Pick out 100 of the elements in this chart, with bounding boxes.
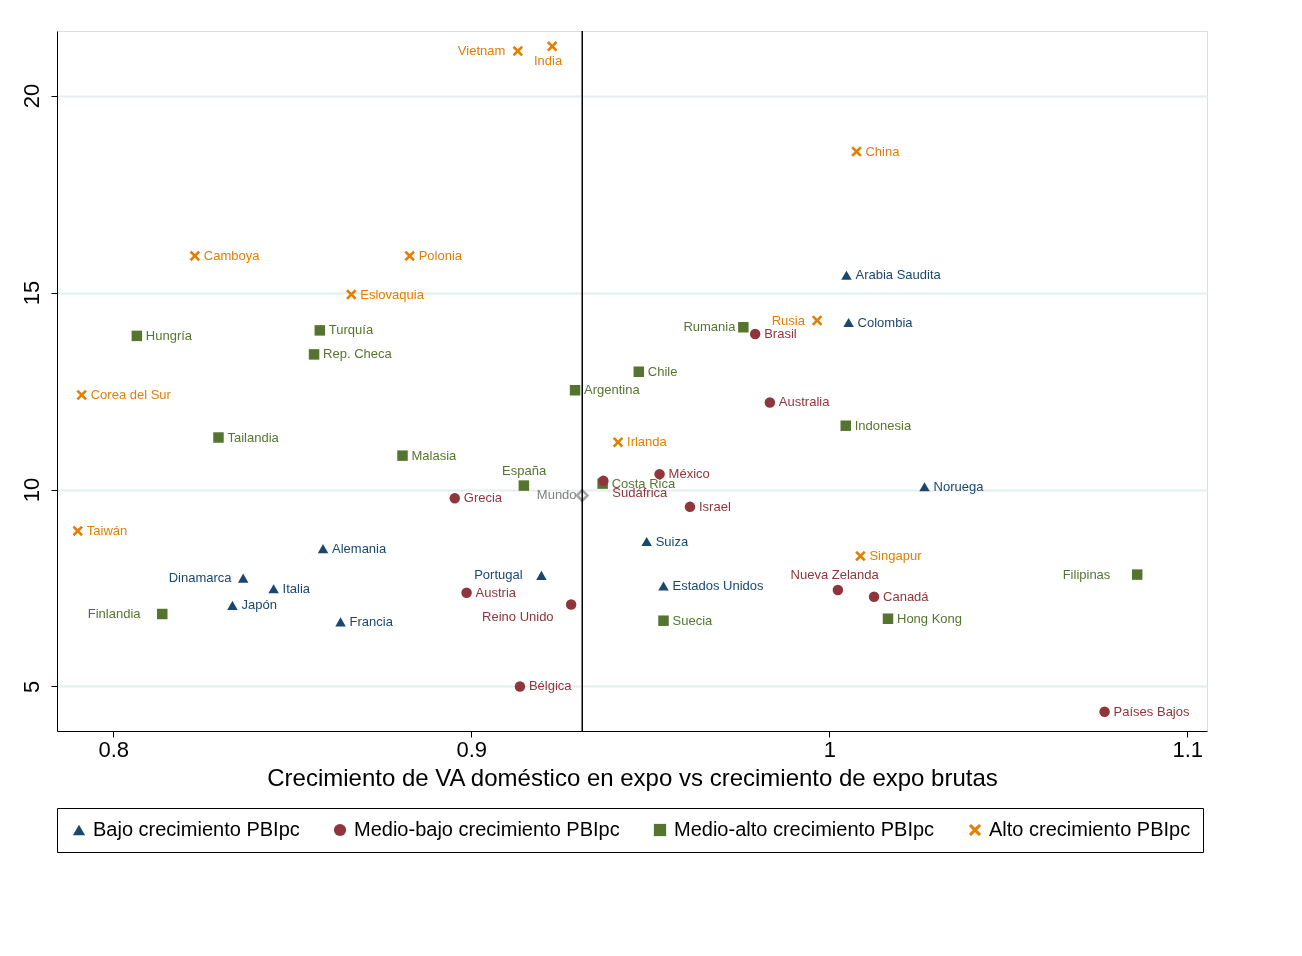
y-tick-label: 5	[18, 680, 44, 694]
annotation: Países Bajos	[1113, 703, 1190, 719]
annotation: Austria	[475, 584, 517, 600]
annotation: Turquía	[328, 322, 374, 338]
annotation: Bélgica	[528, 678, 573, 694]
annotation: Brasil	[764, 325, 797, 341]
point	[843, 317, 854, 328]
annotation: Argentina	[584, 382, 641, 398]
point	[227, 600, 238, 610]
annotation: Francia	[349, 613, 394, 629]
point	[633, 366, 645, 377]
point	[518, 480, 530, 491]
annotation: Eslovaquia	[360, 286, 425, 302]
legend-label: Medio-alto crecimiento PBIpc	[674, 818, 935, 840]
point	[738, 321, 749, 333]
annotation: Nueva Zelanda	[790, 566, 880, 582]
point	[157, 608, 168, 620]
annotation: Taiwán	[86, 522, 128, 538]
point	[404, 250, 415, 262]
annotation: Colombia	[857, 314, 914, 330]
annotation: Suiza	[655, 533, 689, 549]
annotation: Portugal	[474, 567, 523, 583]
point	[654, 468, 665, 480]
annotation: Vietnam	[457, 43, 506, 59]
x-tick-label: 0.9	[456, 736, 488, 762]
annotation: Polonia	[418, 247, 463, 263]
annotation: Irlanda	[627, 434, 668, 450]
annotation: Italia	[282, 580, 311, 596]
annotation: España	[502, 462, 547, 478]
annotation: Chile	[647, 363, 678, 379]
annotation: Filipinas	[1062, 566, 1111, 582]
x-axis-title: Crecimiento de VA doméstico en expo vs crecimiento de expo brutas	[267, 763, 998, 791]
point	[189, 250, 201, 262]
point	[612, 437, 624, 448]
point	[840, 420, 851, 431]
annotation: Suecia	[672, 612, 714, 628]
point	[461, 587, 472, 598]
annotation: China	[865, 143, 901, 159]
annotation: Rusia	[771, 312, 806, 328]
point	[855, 550, 866, 562]
point	[335, 617, 346, 627]
point	[131, 330, 143, 342]
point	[919, 482, 930, 492]
point	[811, 315, 823, 326]
point	[546, 41, 558, 52]
annotation: Corea del Sur	[90, 386, 172, 402]
point	[268, 584, 279, 594]
point	[658, 615, 669, 626]
point	[308, 349, 320, 360]
point	[749, 328, 761, 340]
point	[397, 450, 408, 461]
point	[317, 544, 329, 554]
legend-label: Medio-bajo crecimiento PBIpc	[354, 818, 620, 840]
point	[72, 525, 84, 537]
x-tick-label: 0.8	[98, 736, 130, 762]
annotation: Mundo	[536, 487, 577, 503]
point	[76, 389, 87, 401]
point	[684, 501, 696, 513]
annotation: Canadá	[883, 588, 930, 604]
annotation: Israel	[699, 498, 731, 514]
annotation: India	[533, 53, 563, 69]
point	[841, 270, 852, 280]
annotation: Tailandia	[227, 429, 280, 445]
point	[882, 613, 894, 624]
annotation: Camboya	[203, 247, 261, 263]
point	[512, 45, 524, 57]
point	[569, 385, 581, 396]
point	[764, 397, 776, 408]
y-tick-label: 10	[18, 477, 44, 503]
y-tick-label: 20	[18, 83, 44, 109]
annotation: Finlandia	[87, 606, 142, 622]
point	[213, 432, 224, 443]
x-tick-label: 1	[823, 736, 836, 762]
annotation: Grecia	[463, 490, 503, 506]
annotation: Rep. Checa	[323, 346, 393, 362]
annotation: Rumania	[683, 319, 737, 335]
annotation: Japón	[241, 597, 277, 613]
point	[832, 584, 844, 596]
annotation: Australia	[778, 394, 831, 410]
point	[514, 681, 526, 692]
annotation: Hungría	[145, 327, 193, 343]
y-tick-label: 15	[18, 280, 44, 306]
point	[1099, 706, 1110, 717]
point	[641, 536, 652, 547]
annotation: Arabia Saudita	[855, 267, 942, 283]
point	[1131, 569, 1143, 580]
annotation: Alemania	[332, 540, 387, 556]
point	[314, 325, 326, 336]
annotation: Malasia	[411, 447, 458, 463]
annotation: Estados Unidos	[672, 578, 765, 594]
point	[565, 599, 577, 610]
annotation: Noruega	[933, 478, 985, 494]
x-tick-label: 1.1	[1172, 736, 1204, 762]
annotation: Reino Unido	[482, 608, 554, 624]
annotation: Dinamarca	[168, 570, 233, 586]
annotation: Hong Kong	[896, 610, 963, 626]
point	[868, 591, 880, 602]
point	[237, 573, 249, 583]
legend-label: Alto crecimiento PBIpc	[989, 818, 1191, 840]
point	[346, 289, 357, 300]
